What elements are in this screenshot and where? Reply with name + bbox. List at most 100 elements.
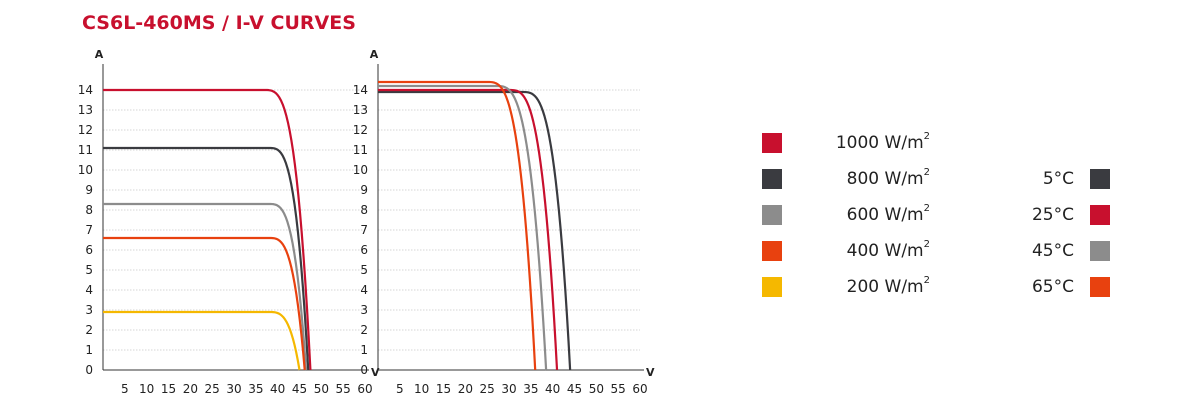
x-tick-label: 45: [567, 382, 582, 396]
legend-swatch: [762, 133, 782, 153]
legend-unit-exponent: 2: [923, 131, 930, 142]
y-tick-label: 4: [85, 283, 93, 297]
legend-label: 25°C: [1031, 205, 1074, 225]
y-tick-label: 5: [360, 263, 368, 277]
y-tick-label: 12: [78, 123, 93, 137]
y-tick-label: 9: [360, 183, 368, 197]
legend-item-temperature: 45°C: [1010, 241, 1110, 263]
legend-label: 600 W/m2: [846, 203, 930, 225]
legend-swatch: [1090, 169, 1110, 189]
legend-swatch: [1090, 277, 1110, 297]
legend-value: 600 W/m: [846, 205, 924, 225]
y-tick-label: 6: [360, 243, 368, 257]
page-title: CS6L-460MS / I-V CURVES: [82, 12, 356, 34]
y-tick-label: 8: [85, 203, 93, 217]
y-tick-label: 13: [78, 103, 93, 117]
legend-value: 200 W/m: [846, 277, 924, 297]
legend-item-temperature: 65°C: [1010, 277, 1110, 299]
y-tick-label: 11: [78, 143, 93, 157]
legend-label: 800 W/m2: [846, 167, 930, 189]
series-line: [103, 236, 306, 371]
series-line: [103, 202, 308, 371]
x-tick-label: 40: [545, 382, 560, 396]
legend-label: 65°C: [1031, 277, 1074, 297]
x-axis-label: V: [371, 366, 380, 379]
legend-swatch: [1090, 241, 1110, 261]
y-tick-label: 2: [360, 323, 368, 337]
y-axis-label: A: [370, 48, 379, 61]
y-tick-label: 2: [85, 323, 93, 337]
y-tick-label: 5: [85, 263, 93, 277]
legend-item-irradiance: 200 W/m2: [762, 275, 930, 299]
y-axis-label: A: [95, 48, 104, 61]
y-tick-label: 11: [353, 143, 368, 157]
legend-value: 400 W/m: [846, 241, 924, 261]
legend-value: 800 W/m: [846, 169, 924, 189]
x-tick-label: 20: [458, 382, 473, 396]
legend-label: 400 W/m2: [846, 239, 930, 261]
x-tick-label: 15: [436, 382, 451, 396]
x-tick-label: 40: [270, 382, 285, 396]
x-tick-label: 25: [205, 382, 220, 396]
x-tick-label: 35: [248, 382, 263, 396]
y-tick-label: 7: [85, 223, 93, 237]
y-tick-label: 14: [353, 83, 368, 97]
x-tick-label: 60: [357, 382, 372, 396]
series-line: [103, 310, 301, 371]
x-tick-label: 45: [292, 382, 307, 396]
y-tick-label: 10: [353, 163, 368, 177]
y-tick-label: 8: [360, 203, 368, 217]
x-tick-label: 35: [523, 382, 538, 396]
y-tick-label: 12: [353, 123, 368, 137]
x-tick-label: 30: [226, 382, 241, 396]
x-tick-label: 5: [396, 382, 404, 396]
series-line: [378, 90, 572, 371]
legend-unit-exponent: 2: [923, 167, 930, 178]
legend-unit-exponent: 2: [923, 203, 930, 214]
y-tick-label: 0: [360, 363, 368, 377]
legend-label: 45°C: [1031, 241, 1074, 261]
x-tick-label: 50: [589, 382, 604, 396]
x-tick-label: 5: [121, 382, 129, 396]
series-line: [378, 88, 559, 371]
y-tick-label: 10: [78, 163, 93, 177]
legend-unit-exponent: 2: [923, 239, 930, 250]
y-tick-label: 1: [360, 343, 368, 357]
x-tick-label: 30: [501, 382, 516, 396]
series-line: [103, 146, 310, 371]
legend-label: 200 W/m2: [846, 275, 930, 297]
legend-item-irradiance: 1000 W/m2: [762, 131, 930, 155]
x-tick-label: 15: [161, 382, 176, 396]
legend-label: 5°C: [1042, 169, 1074, 189]
series-line: [378, 80, 537, 371]
legend-item-irradiance: 600 W/m2: [762, 203, 930, 227]
series-line: [103, 88, 312, 371]
x-tick-label: 60: [632, 382, 647, 396]
y-tick-label: 0: [85, 363, 93, 377]
x-tick-label: 55: [611, 382, 626, 396]
x-tick-label: 55: [336, 382, 351, 396]
legend-swatch: [762, 169, 782, 189]
series-line: [378, 84, 548, 371]
legend-swatch: [762, 277, 782, 297]
legend-value: 1000 W/m: [835, 133, 924, 153]
legend-label: 1000 W/m2: [835, 131, 930, 153]
legend-item-irradiance: 800 W/m2: [762, 167, 930, 191]
y-tick-label: 14: [78, 83, 93, 97]
y-tick-label: 6: [85, 243, 93, 257]
legend-item-temperature: 25°C: [1010, 205, 1110, 227]
x-tick-label: 10: [414, 382, 429, 396]
legend-swatch: [762, 241, 782, 261]
x-tick-label: 50: [314, 382, 329, 396]
x-tick-label: 25: [480, 382, 495, 396]
x-axis-label: V: [646, 366, 655, 379]
legend-unit-exponent: 2: [923, 275, 930, 286]
legend-swatch: [762, 205, 782, 225]
y-tick-label: 13: [353, 103, 368, 117]
y-tick-label: 4: [360, 283, 368, 297]
y-tick-label: 9: [85, 183, 93, 197]
x-tick-label: 10: [139, 382, 154, 396]
legend-item-temperature: 5°C: [1010, 169, 1110, 191]
